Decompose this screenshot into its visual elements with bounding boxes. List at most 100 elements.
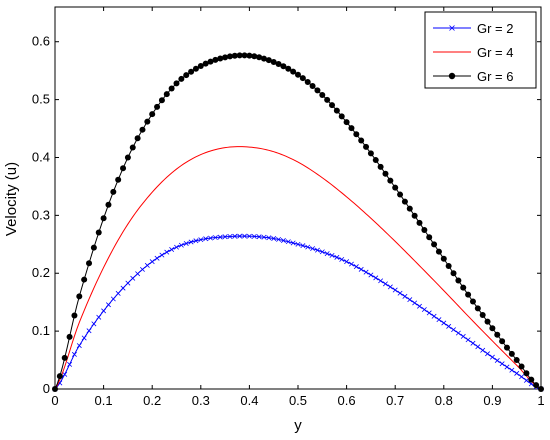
data-point [178,242,184,248]
data-point [309,83,316,90]
data-point [392,287,398,293]
data-point [96,314,102,320]
data-point [174,244,179,250]
data-point [343,119,350,126]
data-point [523,377,529,383]
data-point [149,111,156,118]
legend-label: Gr = 4 [477,45,514,60]
data-point [295,241,301,247]
y-tick-label: 0 [43,381,50,396]
data-point [208,235,214,241]
data-point [504,364,510,370]
data-point [489,325,496,332]
legend-marker [449,25,455,31]
y-tick-label: 0.6 [32,34,50,49]
data-point [158,97,165,104]
data-point [67,361,73,367]
data-point [266,235,272,241]
data-point [154,255,160,261]
data-point [377,163,384,170]
data-point [465,291,472,298]
y-tick-label: 0.1 [32,323,50,338]
data-point [363,143,370,150]
data-point [416,219,423,226]
data-point [120,165,127,172]
data-point [271,236,277,241]
x-tick-label: 0.4 [240,393,258,408]
data-point [222,54,229,61]
data-point [314,247,320,253]
data-point [485,351,491,357]
data-point [480,347,486,353]
data-point [241,52,248,59]
data-point [275,61,282,68]
data-point [406,205,413,212]
data-point [523,370,530,377]
x-tick-label: 0.3 [192,393,210,408]
data-point [154,103,161,110]
data-point [280,63,287,70]
legend-item: Gr = 6 [433,69,514,84]
data-point [509,367,515,373]
data-point [207,58,214,65]
data-point [358,137,365,144]
data-point [372,157,379,164]
data-point [353,131,360,138]
data-point [86,328,92,334]
data-point [499,361,505,367]
data-point [431,241,438,248]
axis-ticks: 0 0.1 0.2 0.3 0.4 0.5 0.6 0.7 0.8 0.9 1 0 0.1 0.2 0.3 0… [32,7,545,408]
data-point [411,212,418,219]
data-point [367,150,374,157]
data-point [270,58,277,65]
data-point [222,234,228,240]
y-tick-label: 0.3 [32,207,50,222]
data-point [334,254,340,260]
data-point [514,370,520,376]
data-point [246,233,252,239]
data-point [144,262,150,268]
data-point [212,235,218,241]
data-point [276,236,282,242]
data-point [71,312,78,319]
data-point [503,344,510,351]
data-point [261,234,267,240]
data-point [251,233,257,239]
data-point [173,80,180,87]
data-point [338,113,345,120]
data-point [484,318,491,325]
data-point [358,266,364,272]
data-point [339,256,345,262]
data-point [105,302,111,308]
x-tick-label: 0.1 [95,393,113,408]
data-point [368,272,374,278]
data-point [474,305,481,312]
data-point [217,55,224,62]
legend-item: Gr = 4 [433,45,514,60]
data-point [236,52,243,59]
data-point [435,248,442,255]
data-point [387,284,393,290]
x-tick-label: 0 [51,393,58,408]
data-point [494,331,501,338]
series-0 [52,233,544,392]
data-point [470,340,476,346]
data-point [421,227,428,234]
data-point [348,125,355,132]
data-point [159,252,165,258]
x-tick-label: 0.9 [483,393,501,408]
data-point [105,201,112,208]
data-point [163,91,170,98]
data-point [62,371,68,377]
data-point [183,240,189,246]
data-point [56,373,63,380]
x-tick-label: 0.5 [289,393,307,408]
data-point [402,293,408,299]
data-point [460,333,466,339]
data-point [382,170,389,177]
data-point [344,259,350,265]
data-point [290,240,296,246]
data-point [426,234,433,241]
data-point [494,358,500,363]
data-point [489,354,495,360]
